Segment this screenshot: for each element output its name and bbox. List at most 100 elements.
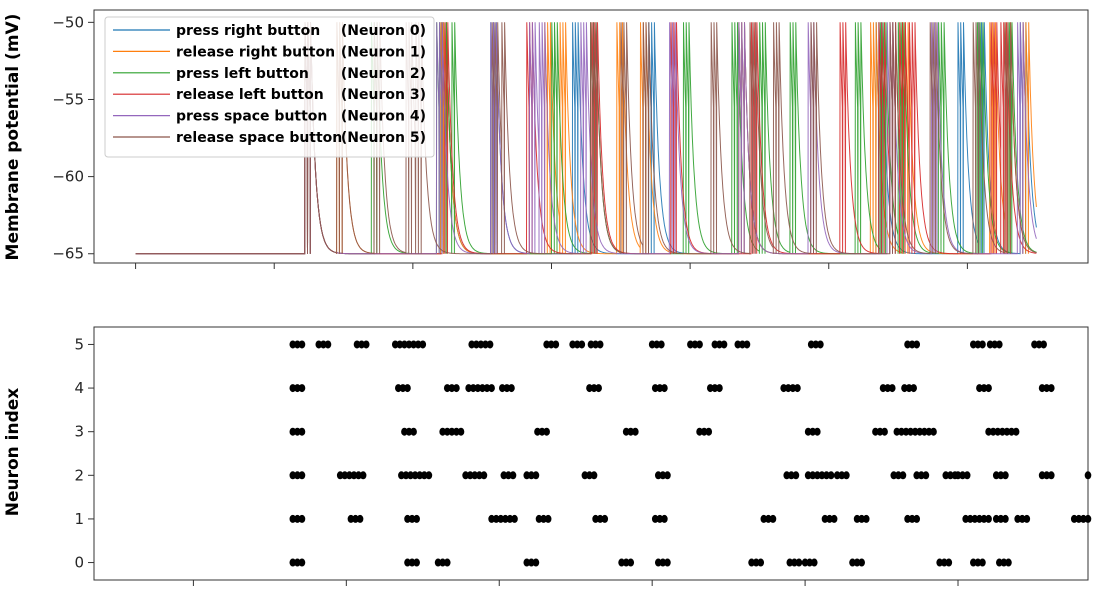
legend-tag-neuron-1: (Neuron 1) [341,44,426,60]
spike-dot-neuron-2 [346,471,353,480]
spike-dot-neuron-4 [395,384,402,393]
raster-panel: 0 1 2 3 4 5 Neuron index [3,326,1092,586]
spike-dot-neuron-4 [448,384,456,393]
spike-dot-neuron-4 [910,384,917,393]
spike-dot-neuron-4 [499,384,506,393]
spike-dot-neuron-1 [347,514,355,523]
spike-dot-neuron-2 [294,471,301,480]
membrane-traces [135,22,1037,255]
spike-dot-neuron-2 [922,471,930,480]
spike-dot-neuron-2 [954,471,962,480]
spike-dot-neuron-5 [653,340,661,349]
spike-dot-neuron-5 [1031,340,1038,349]
spike-dot-neuron-0 [298,558,306,567]
spike-dot-neuron-1 [830,514,838,523]
bottom-y-axis: 0 1 2 3 4 5 [74,335,94,572]
spike-dot-neuron-1 [862,514,870,523]
spike-dot-neuron-1 [492,514,500,523]
spike-dot-neuron-5 [358,340,365,349]
spike-dot-neuron-0 [801,558,809,567]
spike-dot-neuron-2 [818,471,826,480]
spike-dot-neuron-0 [936,558,943,567]
spike-dot-neuron-2 [411,471,419,480]
spike-dot-neuron-1 [966,514,974,523]
bottom-y-axis-label: Neuron index [3,388,23,517]
spike-dot-neuron-4 [503,384,511,393]
spike-dot-neuron-2 [1043,471,1051,480]
spike-dot-neuron-5 [974,340,982,349]
spike-dot-neuron-3 [1008,427,1015,436]
spike-dot-neuron-1 [596,514,604,523]
spike-dot-neuron-4 [595,384,602,393]
spike-dot-neuron-4 [980,384,988,393]
spike-dot-neuron-2 [341,471,349,480]
spike-dot-neuron-2 [586,471,593,480]
spike-dot-neuron-5 [817,340,824,349]
spike-dot-neuron-1 [502,514,509,523]
spike-dot-neuron-4 [298,384,306,393]
spike-dot-neuron-1 [413,514,420,523]
spike-dot-neuron-3 [405,427,413,436]
spike-dot-neuron-2 [827,471,835,480]
spike-dot-neuron-2 [823,471,830,480]
spike-dot-neuron-3 [439,427,446,436]
spike-dot-neuron-3 [294,427,301,436]
spike-dot-neuron-5 [298,340,306,349]
spike-dot-neuron-5 [596,340,604,349]
spike-dot-neuron-2 [890,471,898,480]
spike-dot-neuron-0 [528,558,535,567]
spike-dot-neuron-1 [289,514,297,523]
spike-dot-neuron-2 [336,471,344,480]
spike-dot-neuron-4 [1038,384,1046,393]
spike-dot-neuron-4 [399,384,407,393]
spike-dot-neuron-1 [858,514,865,523]
spike-dot-neuron-2 [992,471,1000,480]
spike-dot-neuron-1 [985,514,992,523]
spike-dot-neuron-2 [838,471,846,480]
bottom-y-tick-label: 3 [74,423,84,441]
spike-dot-neuron-2 [1084,471,1092,480]
spike-dot-neuron-3 [999,427,1006,436]
spike-dot-neuron-0 [996,558,1003,567]
spike-dot-neuron-4 [985,384,992,393]
spike-dot-neuron-0 [979,558,986,567]
spike-dot-neuron-4 [586,384,593,393]
spike-dot-neuron-5 [716,340,723,349]
spike-dot-neuron-5 [468,340,476,349]
spike-dot-neuron-0 [294,558,301,567]
top-y-tick-label: −50 [52,13,84,31]
spike-dot-neuron-2 [788,471,795,480]
spike-dot-neuron-5 [913,340,921,349]
spike-dot-neuron-0 [618,558,625,567]
spike-dot-neuron-2 [398,471,405,480]
spike-dot-neuron-1 [997,514,1005,523]
spike-dot-neuron-3 [627,427,635,436]
spike-dot-neuron-4 [888,384,896,393]
spike-dot-neuron-5 [739,340,746,349]
top-y-tick-label: −55 [52,90,84,108]
spike-dot-neuron-4 [443,384,451,393]
raster-dots [289,340,1092,567]
spike-dot-neuron-0 [439,558,446,567]
spike-dot-neuron-2 [899,471,907,480]
spike-dot-neuron-3 [911,427,919,436]
spike-dot-neuron-0 [523,558,531,567]
spike-dot-neuron-1 [769,514,777,523]
spike-dot-neuron-5 [410,340,417,349]
spike-dot-neuron-1 [661,514,668,523]
spike-dot-neuron-2 [509,471,517,480]
legend-tag-neuron-4: (Neuron 4) [341,109,426,125]
bottom-y-tick-label: 5 [74,335,84,353]
spike-dot-neuron-0 [786,558,794,567]
spike-dot-neuron-3 [457,427,465,436]
spike-dot-neuron-4 [294,384,301,393]
spike-dot-neuron-1 [908,514,916,523]
spike-dot-neuron-4 [784,384,792,393]
spike-dot-neuron-3 [543,427,550,436]
trace-neuron-5 [135,22,1037,255]
spike-dot-neuron-2 [505,471,512,480]
spike-dot-neuron-2 [298,471,306,480]
spike-dot-neuron-5 [991,340,999,349]
spike-dot-neuron-0 [408,558,416,567]
spike-dot-neuron-3 [534,427,541,436]
